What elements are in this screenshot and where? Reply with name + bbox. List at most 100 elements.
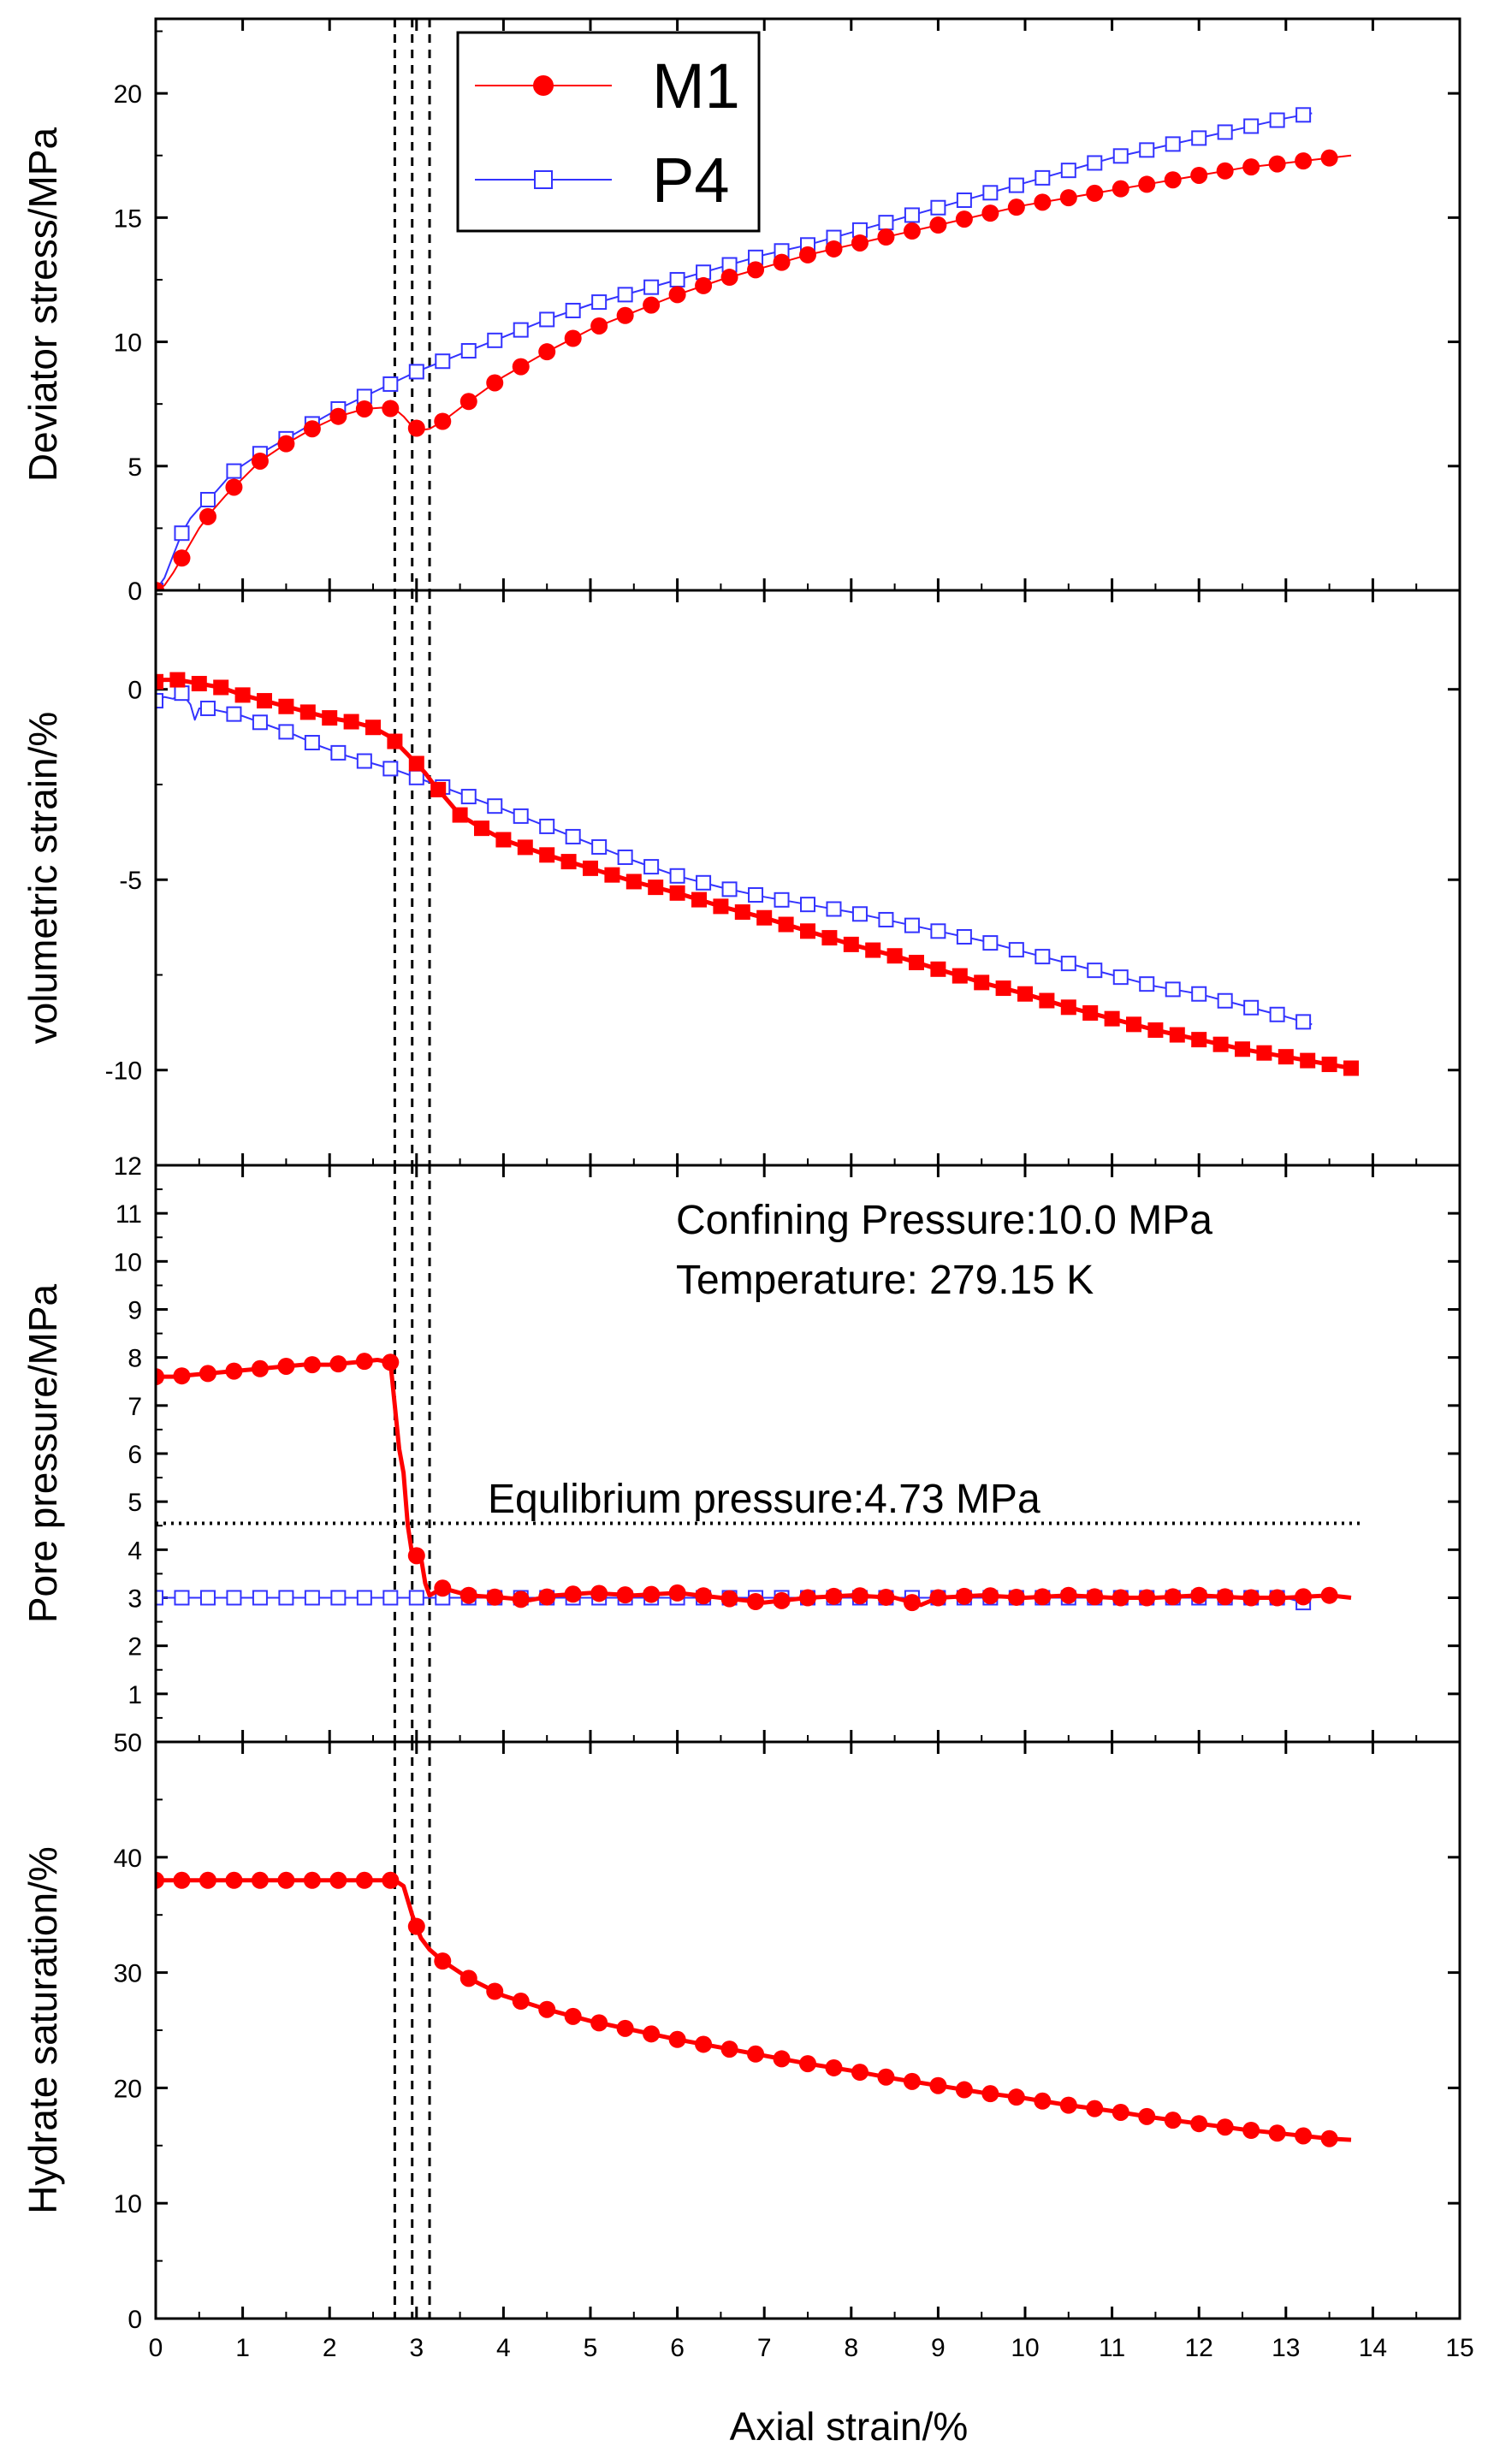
marker-M1-hydrate-15 <box>538 2000 556 2018</box>
marker-M1-deviator-41 <box>1216 162 1234 180</box>
marker-M1-volumetric-12 <box>408 755 424 772</box>
marker-P4-deviator-29 <box>904 207 920 223</box>
marker-M1-pore-12 <box>459 1586 477 1604</box>
marker-P4-deviator-10 <box>408 364 424 380</box>
marker-M1-volumetric-10 <box>365 720 381 736</box>
marker-M1-volumetric-2 <box>191 676 207 692</box>
marker-P4-volumetric-24 <box>774 891 790 908</box>
marker-M1-volumetric-19 <box>560 854 577 870</box>
marker-P4-deviator-14 <box>513 322 529 338</box>
marker-P4-volumetric-14 <box>513 808 529 824</box>
marker-P4-volumetric-44 <box>1295 1014 1312 1030</box>
marker-P4-deviator-34 <box>1035 169 1051 186</box>
xtick-label-10: 10 <box>1011 2334 1039 2362</box>
marker-M1-hydrate-31 <box>955 2081 973 2099</box>
marker-P4-deviator-31 <box>956 192 972 209</box>
marker-P4-deviator-12 <box>460 343 477 359</box>
ytick-label-hydrate-4: 40 <box>114 1845 142 1873</box>
xtick-label-9: 9 <box>931 2334 946 2362</box>
ytick-label-deviator-4: 20 <box>114 80 142 109</box>
legend-label-P4: P4 <box>652 145 730 216</box>
marker-M1-pore-20 <box>668 1584 686 1602</box>
marker-M1-deviator-34 <box>1034 193 1052 211</box>
marker-P4-volumetric-10 <box>408 769 424 785</box>
marker-M1-volumetric-35 <box>909 955 924 971</box>
marker-P4-deviator-28 <box>878 215 894 231</box>
marker-M1-hydrate-16 <box>564 2007 582 2025</box>
marker-M1-pore-11 <box>434 1579 452 1597</box>
marker-P4-volumetric-30 <box>930 923 946 939</box>
marker-M1-deviator-25 <box>799 246 816 264</box>
marker-M1-deviator-28 <box>877 228 895 246</box>
marker-P4-volumetric-22 <box>721 881 738 897</box>
marker-M1-pore-36 <box>1086 1588 1104 1606</box>
marker-M1-pore-19 <box>643 1585 661 1603</box>
marker-M1-volumetric-49 <box>1212 1036 1229 1052</box>
marker-M1-deviator-35 <box>1059 189 1077 207</box>
marker-M1-volumetric-11 <box>387 733 403 749</box>
x-axis-title: Axial strain/% <box>730 2404 969 2449</box>
marker-M1-deviator-13 <box>486 374 504 392</box>
marker-M1-volumetric-33 <box>865 942 881 958</box>
plot-area-hydrate <box>156 1742 1352 2319</box>
marker-M1-pore-33 <box>1007 1588 1025 1606</box>
xtick-label-6: 6 <box>670 2334 685 2362</box>
ytick-label-hydrate-3: 30 <box>114 1960 142 1988</box>
legend-marker-P4 <box>534 170 553 189</box>
marker-P4-deviator-2 <box>199 491 216 507</box>
ytick-label-hydrate-1: 10 <box>114 2190 142 2218</box>
marker-P4-deviator-16 <box>565 302 581 318</box>
marker-M1-hydrate-34 <box>1034 2092 1052 2110</box>
marker-M1-volumetric-45 <box>1126 1016 1141 1033</box>
marker-P4-deviator-13 <box>487 332 503 348</box>
marker-M1-pore-28 <box>877 1588 895 1606</box>
marker-P4-volumetric-9 <box>382 761 399 777</box>
marker-M1-pore-6 <box>303 1356 321 1374</box>
marker-M1-volumetric-9 <box>343 714 359 730</box>
marker-M1-deviator-37 <box>1112 180 1129 198</box>
marker-P4-volumetric-38 <box>1139 976 1155 992</box>
marker-P4-deviator-38 <box>1139 142 1155 158</box>
marker-M1-volumetric-39 <box>995 980 1011 997</box>
marker-M1-pore-31 <box>955 1587 973 1605</box>
marker-M1-hydrate-18 <box>616 2019 634 2037</box>
marker-M1-volumetric-5 <box>257 693 272 709</box>
marker-M1-volumetric-52 <box>1278 1049 1294 1065</box>
marker-P4-deviator-33 <box>1008 177 1024 193</box>
marker-M1-deviator-18 <box>616 306 634 324</box>
xtick-label-4: 4 <box>496 2334 511 2362</box>
marker-M1-deviator-1 <box>173 549 191 567</box>
marker-P4-volumetric-39 <box>1165 981 1181 998</box>
marker-M1-hydrate-28 <box>877 2068 895 2086</box>
marker-M1-deviator-38 <box>1138 175 1156 193</box>
ytick-label-pore-4: 5 <box>127 1489 142 1517</box>
ytick-label-pore-6: 7 <box>127 1393 142 1421</box>
plot-area-deviator <box>156 19 1352 590</box>
marker-M1-hydrate-6 <box>303 1871 321 1889</box>
marker-M1-pore-23 <box>747 1592 765 1610</box>
marker-M1-hydrate-21 <box>695 2035 713 2053</box>
marker-M1-hydrate-12 <box>459 1969 477 1987</box>
marker-M1-volumetric-34 <box>886 948 903 964</box>
marker-M1-volumetric-41 <box>1039 992 1055 1009</box>
marker-P4-pore-10 <box>408 1590 424 1606</box>
marker-M1-pore-34 <box>1034 1588 1052 1606</box>
marker-M1-deviator-29 <box>903 222 921 240</box>
marker-M1-volumetric-4 <box>234 687 251 703</box>
marker-M1-pore-15 <box>538 1588 556 1606</box>
marker-M1-deviator-30 <box>929 216 947 234</box>
marker-M1-hydrate-3 <box>225 1871 243 1889</box>
marker-P4-deviator-44 <box>1295 107 1312 123</box>
marker-P4-deviator-36 <box>1087 155 1103 171</box>
xtick-label-11: 11 <box>1099 2334 1125 2362</box>
legend-label-M1: M1 <box>652 50 740 121</box>
ytick-label-volumetric-1: -5 <box>119 867 142 895</box>
marker-P4-pore-8 <box>356 1590 372 1606</box>
marker-P4-volumetric-18 <box>617 849 633 865</box>
y-axis-title-volumetric: volumetric strain/% <box>21 712 65 1045</box>
marker-P4-deviator-37 <box>1112 148 1129 164</box>
marker-M1-volumetric-40 <box>1017 986 1033 1002</box>
marker-M1-volumetric-3 <box>213 679 229 696</box>
